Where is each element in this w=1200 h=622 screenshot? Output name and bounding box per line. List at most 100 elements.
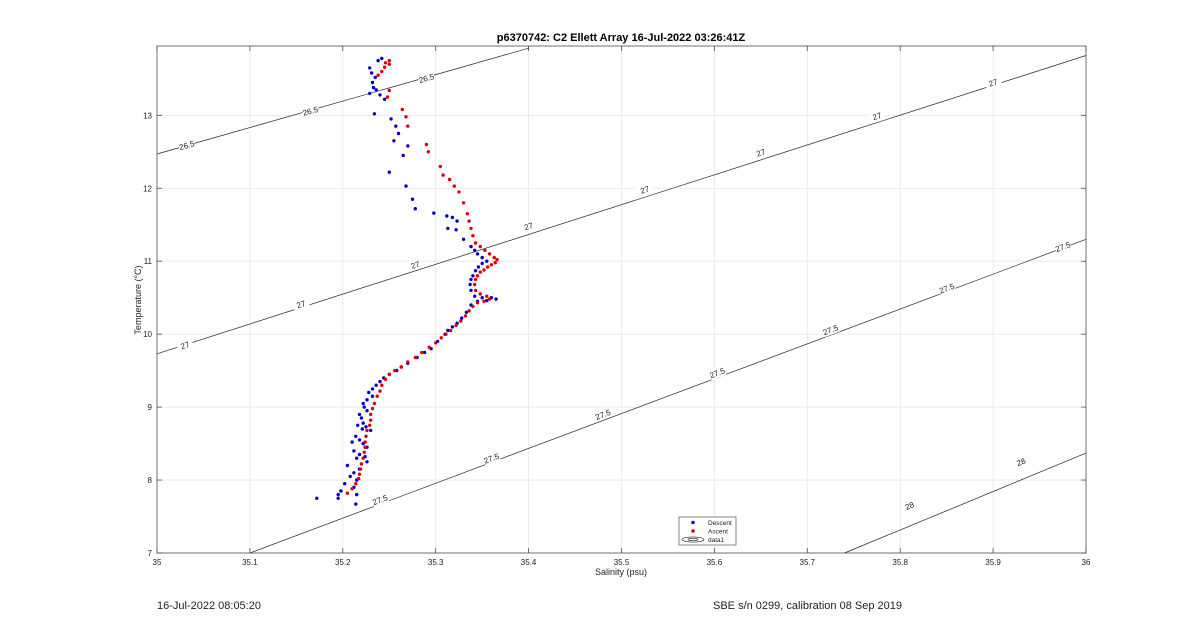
descent-point [368, 91, 372, 96]
ascent-point [473, 277, 478, 282]
descent-point [432, 211, 436, 215]
descent-point [480, 255, 484, 260]
descent-series [315, 56, 498, 506]
contour-label: 27 [983, 75, 1003, 90]
contour-line-26.5 [156, 47, 529, 155]
descent-point [336, 496, 340, 500]
descent-point [359, 416, 364, 420]
ascent-point [457, 190, 461, 194]
descent-point [374, 88, 378, 92]
contour-label: 26.5 [177, 138, 196, 153]
descent-point [476, 265, 481, 269]
descent-point [343, 482, 347, 486]
ascent-point [399, 365, 403, 369]
ascent-point [380, 383, 384, 387]
contour-label: 27 [406, 257, 425, 273]
ascent-point [492, 255, 496, 260]
descent-point [350, 440, 354, 444]
descent-point [360, 427, 364, 431]
ascent-point [364, 434, 368, 438]
ascent-point [475, 274, 480, 278]
ascent-point [467, 219, 471, 223]
y-tick-label: 12 [143, 184, 152, 193]
ascent-point [483, 248, 487, 252]
ascent-point [354, 482, 358, 486]
descent-point [369, 428, 373, 433]
x-tick-label: 35.8 [892, 558, 908, 567]
x-tick-label: 35.3 [428, 558, 444, 567]
ascent-point [406, 124, 410, 128]
ascent-point [489, 263, 494, 267]
ascent-point [452, 184, 456, 188]
ascent-point [385, 95, 390, 99]
descent-point [345, 463, 350, 468]
descent-point [355, 456, 359, 460]
descent-point [473, 269, 478, 273]
descent-point [352, 449, 356, 453]
contour-label-text: 27 [296, 299, 308, 310]
contour-label-bg [707, 365, 727, 381]
ascent-point [487, 252, 492, 256]
contour-label: 28 [1011, 454, 1031, 470]
ascent-point [427, 345, 431, 349]
descent-point [370, 387, 375, 391]
contour-label: 27 [635, 182, 654, 197]
descent-point [464, 310, 469, 314]
ascent-point [362, 450, 366, 454]
contour-label-bg [900, 497, 919, 514]
descent-point [401, 153, 405, 158]
descent-point [352, 471, 356, 475]
ascent-point [434, 341, 438, 345]
contour-label-bg [175, 337, 195, 353]
ascent-point [438, 164, 442, 169]
x-tick-label: 35.9 [985, 558, 1001, 567]
descent-point [422, 350, 427, 355]
legend-contour-symbol [681, 536, 705, 543]
descent-point [446, 328, 450, 333]
descent-point [389, 117, 393, 121]
contour-label-text: 26.5 [178, 139, 196, 152]
ascent-point [424, 142, 429, 147]
descent-point [369, 71, 374, 75]
x-tick-label: 35.5 [614, 558, 630, 567]
descent-point [461, 237, 466, 241]
descent-point [315, 496, 319, 500]
contour-label: 27 [519, 218, 538, 234]
ascent-point [482, 268, 486, 272]
ascent-point [473, 282, 477, 287]
ascent-point [345, 491, 350, 495]
descent-point [480, 296, 484, 300]
x-tick-label: 36 [1082, 558, 1091, 567]
descent-point [357, 438, 362, 442]
contour-label-bg [1011, 454, 1031, 470]
descent-point [455, 219, 459, 223]
descent-point [373, 75, 377, 80]
ascent-point [478, 244, 482, 249]
descent-point [356, 423, 360, 427]
y-tick-label: 13 [143, 111, 152, 120]
contour-label-bg [937, 280, 956, 296]
descent-point [450, 325, 455, 329]
descent-point [371, 85, 376, 90]
ascent-point [380, 69, 384, 74]
contour-label-text: 28 [904, 500, 916, 512]
descent-point [370, 80, 375, 85]
y-tick-label: 7 [148, 549, 153, 558]
y-axis-label: Temperature (°C) [133, 265, 143, 334]
ascent-point [400, 107, 404, 112]
ascent-point [406, 360, 410, 364]
x-tick-label: 35.6 [707, 558, 723, 567]
ascent-point [387, 372, 391, 376]
contour-label-bg [177, 138, 196, 153]
descent-point [364, 425, 368, 429]
ascent-point [441, 173, 445, 177]
ascent-point [372, 401, 377, 406]
ascent-point [485, 294, 489, 298]
descent-point [475, 252, 480, 256]
legend-ascent-label: Ascent [708, 529, 728, 536]
contour-label-bg [593, 406, 613, 422]
ascent-point [376, 73, 380, 77]
descent-point [406, 144, 410, 148]
y-tick-label: 8 [148, 476, 153, 485]
contour-label-bg [291, 296, 311, 312]
